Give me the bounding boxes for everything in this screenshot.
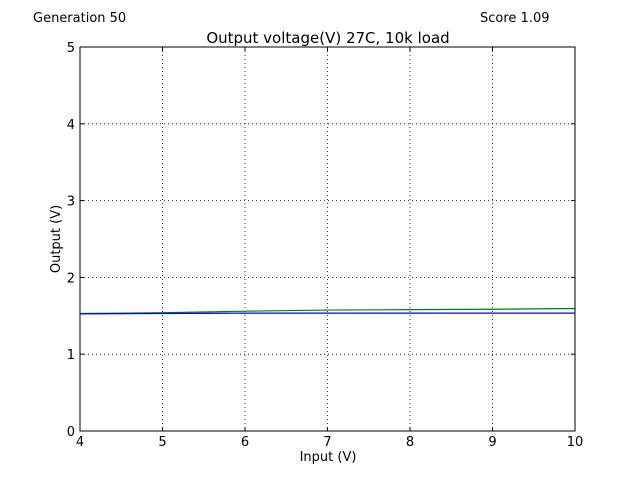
x-tick-label: 9 bbox=[488, 435, 496, 450]
x-axis-label: Input (V) bbox=[300, 450, 357, 465]
x-tick-label: 8 bbox=[406, 435, 414, 450]
x-tick-label: 7 bbox=[323, 435, 331, 450]
x-tick-label: 5 bbox=[158, 435, 166, 450]
y-tick-label: 1 bbox=[67, 348, 75, 363]
score-label: Score 1.09 bbox=[480, 11, 550, 26]
series-line-2 bbox=[79, 312, 575, 315]
y-tick-label: 3 bbox=[67, 195, 75, 210]
series-line-1 bbox=[79, 307, 576, 315]
grid-lines bbox=[80, 47, 575, 431]
generation-label: Generation 50 bbox=[33, 11, 127, 26]
y-axis-label: Output (V) bbox=[49, 205, 64, 273]
x-tick-label: 4 bbox=[76, 435, 84, 450]
y-tick-label: 0 bbox=[67, 425, 75, 440]
series-layer bbox=[79, 307, 576, 315]
tick-labels: 4 5 6 7 8 9 10 0 1 2 3 4 5 bbox=[67, 41, 584, 450]
axis-ticks bbox=[79, 46, 576, 432]
y-tick-label: 2 bbox=[67, 271, 75, 286]
chart-title: Output voltage(V) 27C, 10k load bbox=[206, 29, 449, 47]
x-tick-label: 10 bbox=[567, 435, 584, 450]
x-tick-label: 6 bbox=[241, 435, 249, 450]
y-tick-label: 5 bbox=[67, 41, 75, 56]
y-tick-label: 4 bbox=[67, 118, 75, 133]
